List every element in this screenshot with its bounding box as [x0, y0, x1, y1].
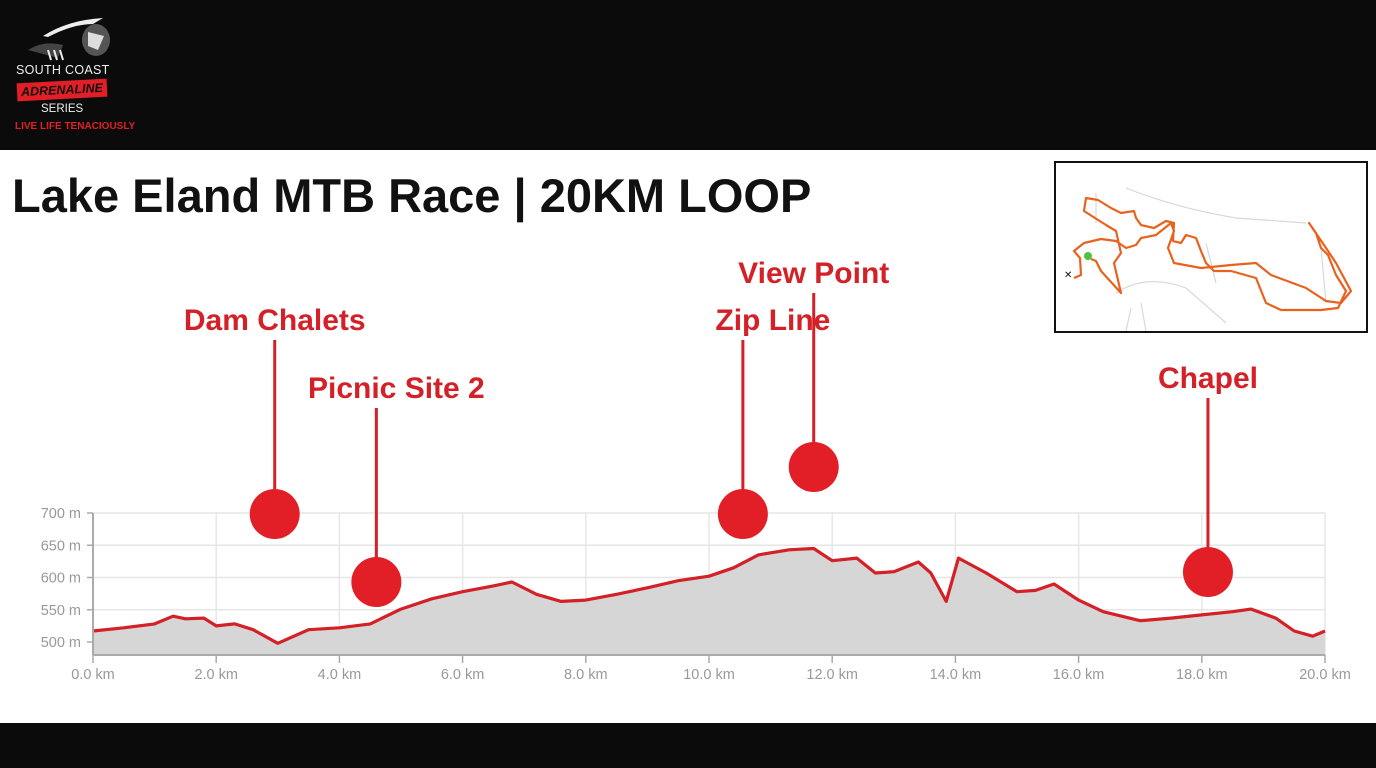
y-tick-label: 600 m — [41, 571, 81, 587]
route-map-inset: ✕ — [1054, 161, 1368, 333]
x-tick-label: 18.0 km — [1176, 667, 1228, 683]
y-tick-label: 700 m — [41, 506, 81, 522]
pin-marker-icon — [1182, 547, 1233, 597]
pin-label: Chapel — [1158, 362, 1258, 395]
pin-label: Zip Line — [715, 304, 830, 337]
x-tick-label: 14.0 km — [930, 667, 982, 683]
x-tick-label: 16.0 km — [1053, 667, 1105, 683]
x-tick-label: 0.0 km — [71, 667, 115, 683]
start-point-icon — [1084, 252, 1092, 260]
logo-tagline: LIVE LIFE TENACIOUSLY — [15, 121, 136, 132]
south-coast-adrenaline-logo: SOUTH COAST ADRENALINE SERIES LIVE LIFE … — [8, 10, 158, 138]
finish-marker-icon: ✕ — [1064, 270, 1072, 281]
badger-logo-icon — [28, 18, 110, 61]
x-tick-label: 6.0 km — [441, 667, 485, 683]
y-tick-label: 550 m — [41, 603, 81, 619]
pin-marker-icon — [788, 442, 839, 492]
pin-label: Dam Chalets — [184, 304, 366, 337]
elevation-line — [92, 546, 1326, 645]
y-tick-label: 650 m — [41, 538, 81, 554]
page-title: Lake Eland MTB Race | 20KM LOOP — [12, 169, 812, 222]
x-tick-label: 4.0 km — [318, 667, 362, 683]
x-tick-label: 20.0 km — [1299, 667, 1351, 683]
logo-line-3: SERIES — [41, 103, 84, 115]
route-line — [1072, 196, 1353, 312]
x-tick-label: 2.0 km — [194, 667, 238, 683]
map-roads — [1095, 187, 1327, 332]
pin-marker-icon — [351, 557, 402, 607]
x-tick-label: 12.0 km — [806, 667, 858, 683]
footer-bar — [0, 723, 1376, 768]
pin-label: View Point — [738, 257, 889, 290]
header-bar: SOUTH COAST ADRENALINE SERIES LIVE LIFE … — [0, 0, 1376, 150]
location-pins: Dam Chalets Picnic Site 2 Zip Line View Poi… — [184, 257, 1258, 607]
x-tick-label: 8.0 km — [564, 667, 608, 683]
y-tick-label: 500 m — [41, 635, 81, 651]
x-tick-label: 10.0 km — [683, 667, 735, 683]
elevation-area — [93, 548, 1325, 655]
route-map: ✕ — [1064, 187, 1353, 332]
elevation-chart: 500 m 550 m 600 m 650 m 700 m 0.0 km 2.0 km 4.0… — [41, 257, 1351, 683]
pin-label: Picnic Site 2 — [308, 372, 485, 405]
pin-marker-icon — [717, 489, 768, 539]
logo-line-1: SOUTH COAST — [16, 63, 110, 77]
chart-axes: 500 m 550 m 600 m 650 m 700 m 0.0 km 2.0 km 4.0… — [41, 506, 1351, 683]
pin-marker-icon — [249, 489, 300, 539]
